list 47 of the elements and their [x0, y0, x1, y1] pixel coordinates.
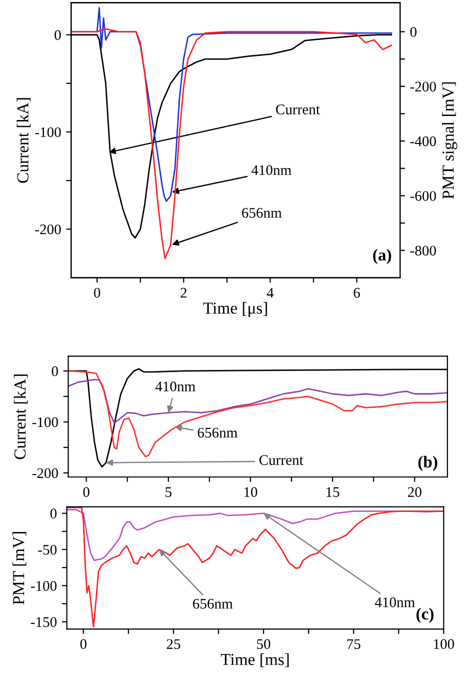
x-axis-title: Time [ms] [220, 653, 289, 668]
y-tick-label: 0 [50, 508, 57, 519]
y-tick-label: -100 [32, 417, 58, 428]
y2-tick-label: -800 [410, 246, 436, 256]
annotation: 410nm [251, 165, 292, 176]
x-tick-label: 20 [408, 487, 422, 497]
line-series [68, 378, 448, 424]
annotation: (b) [418, 456, 438, 471]
y-axis-title: Current [kA] [14, 374, 28, 460]
annotation: 656nm [242, 208, 282, 218]
annotation: 656nm [193, 598, 233, 609]
annotation: Current [259, 455, 304, 465]
x-tick-label: 0 [94, 288, 100, 298]
y-tick-label: 0 [52, 366, 58, 376]
y2-tick-label: -600 [410, 191, 436, 201]
y2-axis-title: PMT signal [mV] [442, 82, 458, 199]
x-tick-label: 100 [434, 639, 454, 650]
y-tick-label: -100 [30, 580, 57, 591]
x-tick-label: 6 [354, 288, 360, 298]
y-tick-label: 0 [54, 30, 61, 40]
x-tick-label: 2 [180, 288, 186, 298]
x-tick-label: 5 [166, 487, 172, 497]
x-tick-label: 0 [80, 639, 86, 650]
x-tick-label: 50 [257, 639, 270, 650]
y2-tick-label: -200 [410, 82, 436, 92]
annotation: 410nm [155, 382, 196, 392]
annotation: (a) [373, 248, 392, 264]
x-tick-label: 4 [266, 288, 274, 298]
annotation: (c) [416, 608, 434, 623]
x-tick-label: 0 [83, 487, 90, 497]
x-tick-label: 75 [347, 639, 360, 650]
y-tick-label: -100 [35, 127, 61, 138]
annotation: 656nm [198, 428, 238, 438]
y-axis-title: Current [kA] [16, 98, 31, 183]
y-tick-label: -50 [38, 544, 57, 555]
y2-tick-label: 0 [410, 27, 417, 37]
y-tick-label: -200 [32, 468, 58, 478]
y-tick-label: -150 [30, 617, 57, 627]
x-tick-label: 10 [244, 487, 258, 497]
x-tick-label: 15 [326, 487, 340, 497]
y2-tick-label: -400 [410, 136, 436, 146]
annotation: Current [276, 104, 320, 114]
y-tick-label: -200 [35, 224, 61, 234]
y-axis-title: PMT [mV] [12, 532, 26, 605]
x-tick-label: 25 [166, 639, 180, 650]
annotation: 410nm [374, 597, 415, 608]
x-axis-title: Time [μs] [203, 302, 267, 318]
